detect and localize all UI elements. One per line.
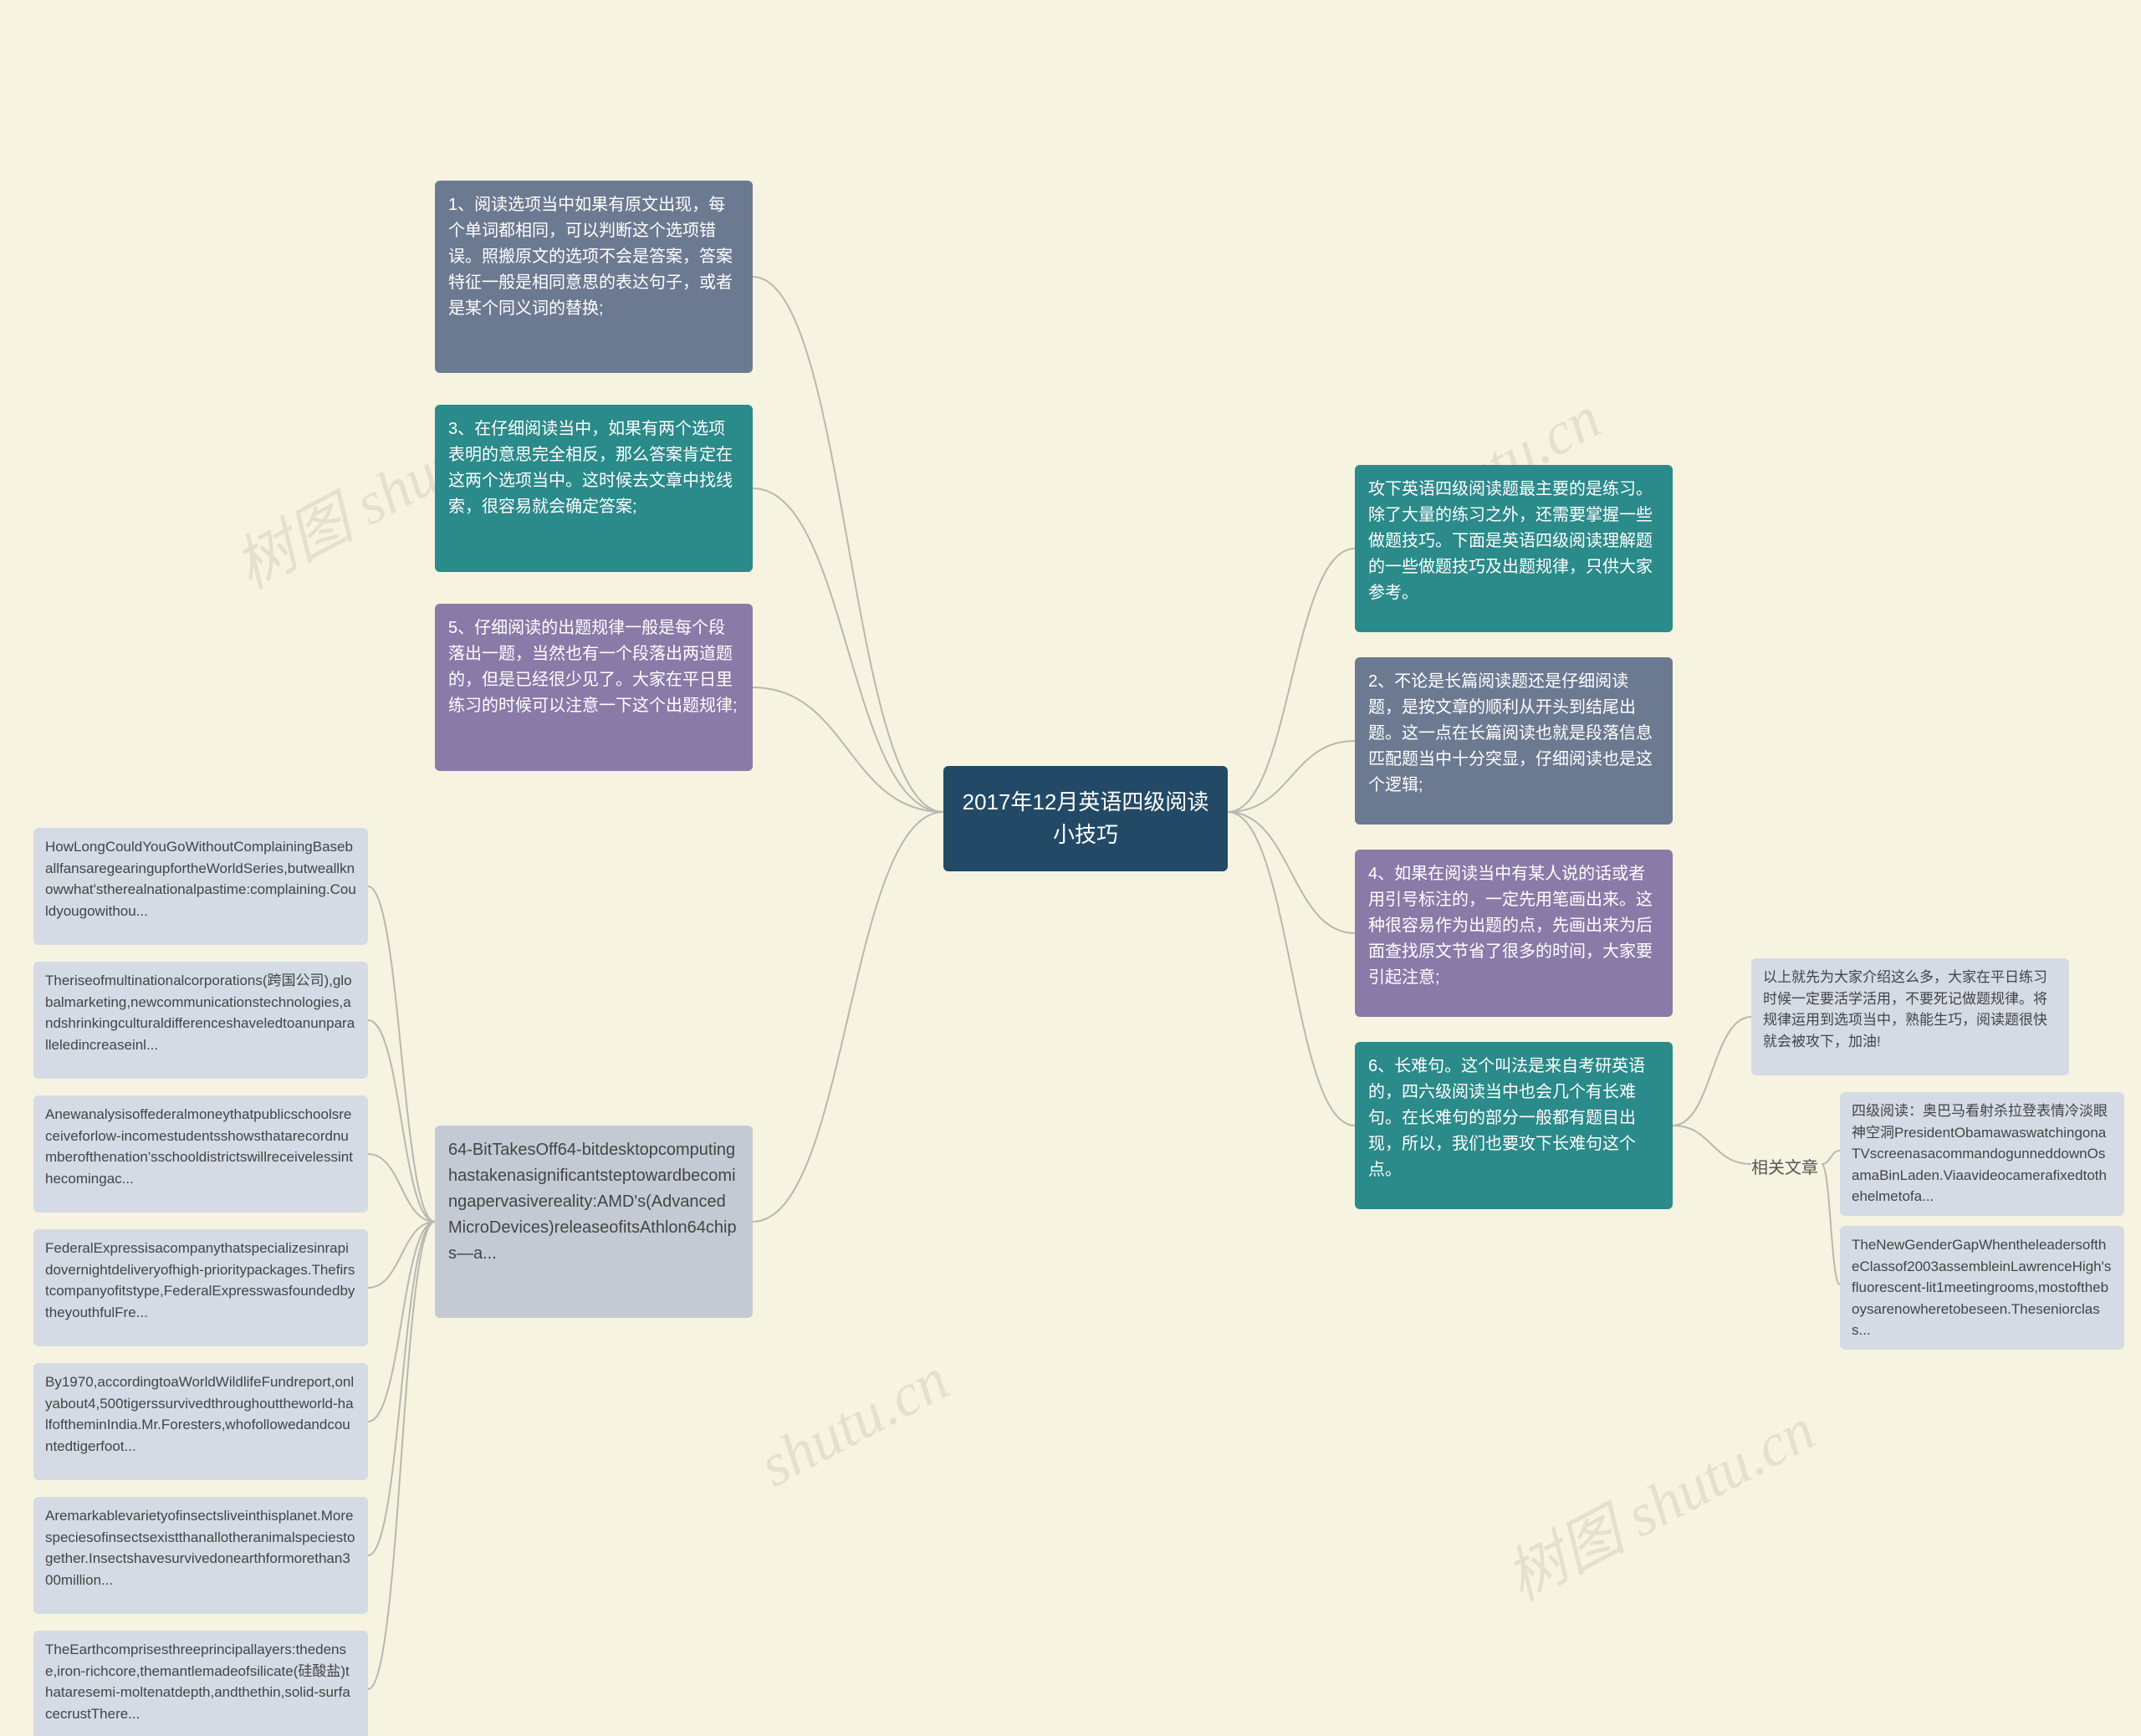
branch-node-r2[interactable]: 2、不论是长篇阅读题还是仔细阅读题，是按文章的顺利从开头到结尾出题。这一点在长篇… — [1355, 657, 1673, 825]
watermark: 树图 shutu.cn — [1488, 1381, 1827, 1616]
article-node[interactable]: Theriseofmultinationalcorporations(跨国公司)… — [33, 962, 368, 1079]
article-node[interactable]: TheNewGenderGapWhentheleadersoftheClasso… — [1840, 1226, 2124, 1350]
branch-node-r6[interactable]: 6、长难句。这个叫法是来自考研英语的，四六级阅读当中也会几个有长难句。在长难句的… — [1355, 1042, 1673, 1209]
article-node[interactable]: Anewanalysisoffederalmoneythatpublicscho… — [33, 1095, 368, 1213]
article-node[interactable]: Aremarkablevarietyofinsectsliveinthispla… — [33, 1497, 368, 1614]
branch-node-l64[interactable]: 64-BitTakesOff64-bitdesktopcomputinghast… — [435, 1126, 753, 1318]
watermark: shutu.cn — [749, 1345, 960, 1501]
branch-node-l5[interactable]: 5、仔细阅读的出题规律一般是每个段落出一题，当然也有一个段落出两道题的，但是已经… — [435, 604, 753, 771]
branch-node-r4[interactable]: 4、如果在阅读当中有某人说的话或者用引号标注的，一定先用笔画出来。这种很容易作为… — [1355, 850, 1673, 1017]
article-node[interactable]: 四级阅读：奥巴马看射杀拉登表情冷淡眼神空洞PresidentObamawaswa… — [1840, 1092, 2124, 1216]
related-articles-label: 相关文章 — [1751, 1154, 1818, 1178]
article-node[interactable]: FederalExpressisacompanythatspecializesi… — [33, 1229, 368, 1346]
branch-node-l3[interactable]: 3、在仔细阅读当中，如果有两个选项表明的意思完全相反，那么答案肯定在这两个选项当… — [435, 405, 753, 572]
article-node[interactable]: HowLongCouldYouGoWithoutComplainingBaseb… — [33, 828, 368, 945]
center-node[interactable]: 2017年12月英语四级阅读小技巧 — [943, 766, 1228, 871]
branch-node-r1[interactable]: 攻下英语四级阅读题最主要的是练习。除了大量的练习之外，还需要掌握一些做题技巧。下… — [1355, 465, 1673, 632]
article-node[interactable]: By1970,accordingtoaWorldWildlifeFundrepo… — [33, 1363, 368, 1480]
article-node[interactable]: TheEarthcomprisesthreeprincipallayers:th… — [33, 1631, 368, 1736]
child-node-summary[interactable]: 以上就先为大家介绍这么多，大家在平日练习时候一定要活学活用，不要死记做题规律。将… — [1751, 958, 2069, 1075]
branch-node-l1[interactable]: 1、阅读选项当中如果有原文出现，每个单词都相同，可以判断这个选项错误。照搬原文的… — [435, 181, 753, 373]
